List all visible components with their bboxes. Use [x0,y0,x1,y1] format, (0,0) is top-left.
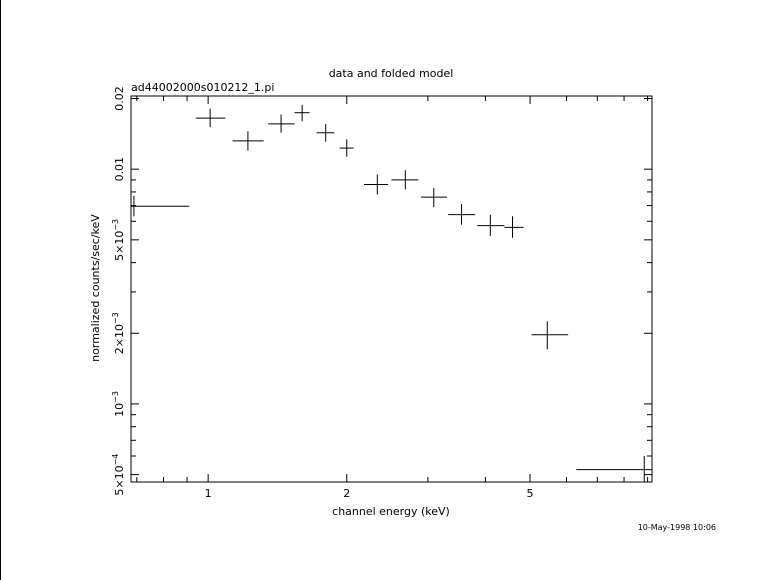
chart-title: data and folded model [329,67,454,80]
x-tick-label: 2 [343,487,350,500]
data-point [391,170,419,190]
chart-subtitle: ad44002000s010212_1.pi [131,81,274,94]
y-axis-label: normalized counts/sec/keV [89,214,102,362]
y-tick-label: 10−3 [111,391,126,417]
axis-tick-labels: 1 2 5 5×10−4 10−3 2×10−3 5×10−3 0.01 0.02 [111,86,534,500]
data-point [316,123,335,142]
window-left-edge [0,0,1,580]
timestamp: 10-May-1998 10:06 [638,523,716,532]
x-axis-label: channel energy (keV) [332,505,450,518]
data-points [131,104,652,482]
data-point [131,195,190,217]
y-tick-label: 0.01 [113,157,126,182]
y-tick-label: 0.02 [113,86,126,111]
data-point [339,139,354,157]
data-point [504,216,524,238]
data-point [195,108,226,128]
y-tick-label: 5×10−3 [111,219,126,261]
data-point [421,188,447,208]
data-point [364,174,389,195]
y-tick-label: 2×10−3 [111,312,126,354]
plot-frame [130,95,653,483]
y-tick-label: 5×10−4 [111,454,126,496]
data-point [294,104,310,122]
axis-ticks [131,96,652,482]
data-point [576,456,652,482]
data-point [268,114,295,133]
data-point [477,214,505,236]
data-point [232,131,264,151]
data-point [448,204,476,225]
x-tick-label: 5 [527,487,534,500]
x-tick-label: 1 [205,487,212,500]
data-point [531,321,569,350]
